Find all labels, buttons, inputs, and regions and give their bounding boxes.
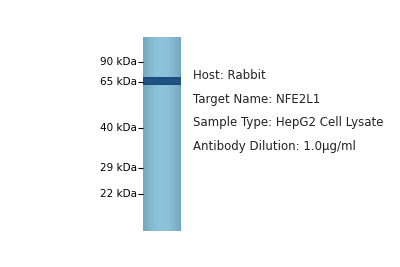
Text: 65 kDa: 65 kDa — [100, 77, 137, 87]
Text: Target Name: NFE2L1: Target Name: NFE2L1 — [193, 93, 320, 106]
Text: 90 kDa: 90 kDa — [100, 57, 137, 67]
Text: Antibody Dilution: 1.0μg/ml: Antibody Dilution: 1.0μg/ml — [193, 140, 356, 153]
Text: 22 kDa: 22 kDa — [100, 190, 137, 199]
Text: 29 kDa: 29 kDa — [100, 163, 137, 173]
Text: Sample Type: HepG2 Cell Lysate: Sample Type: HepG2 Cell Lysate — [193, 116, 383, 129]
Text: 40 kDa: 40 kDa — [100, 123, 137, 133]
Text: Host: Rabbit: Host: Rabbit — [193, 69, 265, 82]
